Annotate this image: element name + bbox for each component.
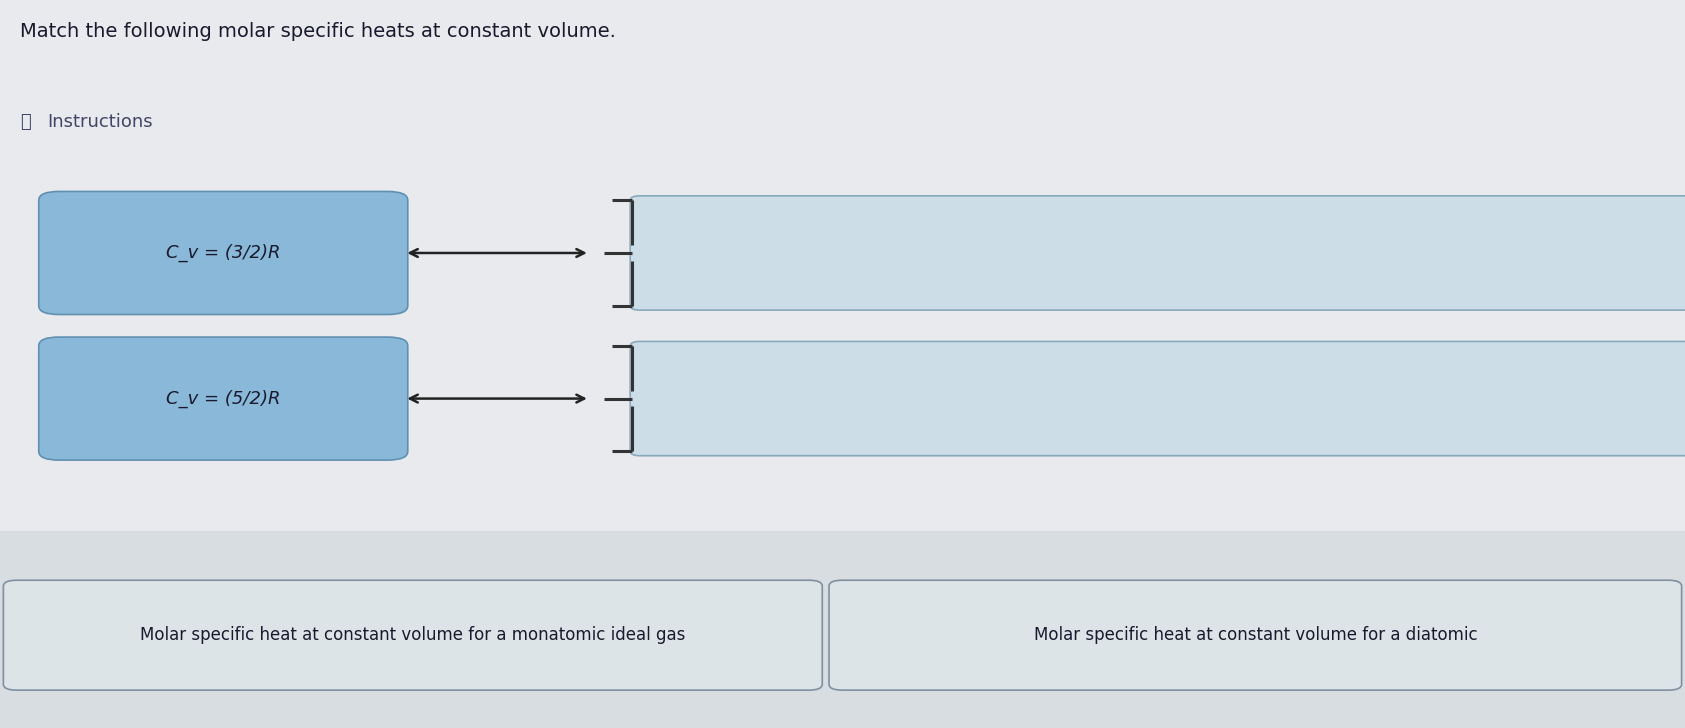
Text: C_v = (3/2)R: C_v = (3/2)R [167,244,280,262]
FancyBboxPatch shape [3,580,822,690]
FancyBboxPatch shape [0,531,1685,728]
FancyBboxPatch shape [829,580,1682,690]
Text: Match the following molar specific heats at constant volume.: Match the following molar specific heats… [20,22,617,41]
FancyBboxPatch shape [630,196,1685,310]
FancyBboxPatch shape [630,341,1685,456]
Text: Molar specific heat at constant volume for a monatomic ideal gas: Molar specific heat at constant volume f… [140,626,686,644]
Text: ⓘ: ⓘ [20,113,30,131]
FancyBboxPatch shape [39,337,408,460]
Text: Instructions: Instructions [47,113,153,131]
Text: Molar specific heat at constant volume for a diatomic: Molar specific heat at constant volume f… [1033,626,1478,644]
FancyBboxPatch shape [39,191,408,314]
Text: C_v = (5/2)R: C_v = (5/2)R [167,389,280,408]
